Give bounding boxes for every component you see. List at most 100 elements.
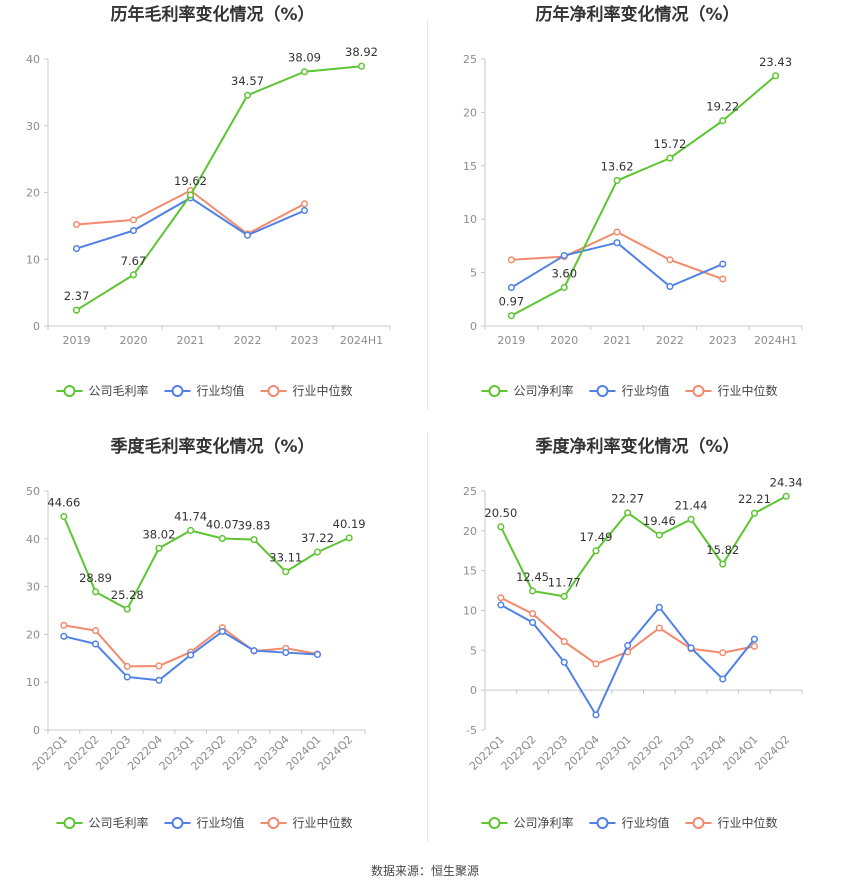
data-point-median (666, 256, 674, 264)
y-tick-label: 5 (470, 267, 477, 280)
data-point-median (60, 621, 68, 629)
series-line-avg (76, 196, 305, 250)
data-point-avg (687, 644, 695, 652)
chart-svg: 季度毛利率变化情况（%）010203040502022Q12022Q22022Q… (26, 436, 366, 830)
data-point-avg (313, 650, 322, 659)
legend-label: 行业中位数 (293, 383, 353, 398)
data-point-avg (250, 647, 258, 655)
data-point-avg (300, 206, 309, 215)
data-label: 23.43 (759, 55, 792, 69)
data-point-avg (60, 632, 68, 640)
data-point-avg (719, 675, 727, 683)
legend-swatch-marker (171, 385, 184, 397)
y-tick-label: 50 (26, 485, 40, 498)
y-tick-label: -5 (466, 724, 477, 737)
data-label: 34.57 (231, 74, 264, 88)
data-label: 38.02 (142, 527, 175, 541)
source-note: 数据来源：恒生聚源 (370, 864, 479, 878)
y-tick-label: 10 (26, 253, 40, 266)
y-tick-label: 15 (463, 565, 477, 578)
x-tick-label: 2023 (291, 334, 319, 347)
data-point-median (592, 660, 600, 668)
data-point-company (560, 592, 568, 600)
data-point-company (529, 587, 537, 595)
x-tick-label: 2021 (177, 334, 205, 347)
data-point-avg (123, 673, 131, 681)
y-tick-label: 0 (470, 684, 477, 697)
data-point-company (243, 91, 252, 99)
data-point-avg (529, 618, 537, 627)
series-line-avg (500, 604, 756, 718)
legend-swatch-marker (267, 385, 280, 397)
data-point-median (129, 216, 138, 224)
chart-svg: 季度净利率变化情况（%）-505101520252022Q12022Q22022… (463, 436, 803, 830)
data-point-avg (560, 251, 568, 260)
data-point-median (719, 275, 727, 283)
x-tick-label: 2019 (63, 334, 91, 347)
data-point-company (300, 68, 309, 76)
data-label: 13.62 (601, 160, 634, 174)
x-tick-label: 2023 (709, 334, 737, 347)
y-tick-label: 0 (470, 320, 477, 333)
data-point-median (300, 200, 309, 208)
data-label: 20.50 (484, 506, 517, 520)
legend-label: 行业中位数 (718, 815, 778, 830)
data-point-avg (72, 245, 81, 253)
data-point-company (750, 509, 759, 517)
data-label: 28.89 (79, 571, 112, 585)
series-line-company (510, 75, 777, 317)
y-tick-label: 0 (33, 724, 40, 737)
data-point-avg (655, 603, 663, 611)
y-tick-label: 30 (26, 120, 40, 133)
legend-swatch-marker (63, 817, 76, 829)
legend-swatch-marker (488, 817, 501, 829)
data-point-avg (624, 642, 632, 650)
data-label: 2.37 (64, 289, 90, 303)
y-tick-label: 10 (26, 676, 40, 689)
legend-label: 行业中位数 (718, 383, 778, 398)
x-tick-label: 2024Q2 (752, 733, 792, 773)
data-point-company (497, 523, 505, 531)
y-tick-label: 0 (33, 320, 40, 333)
chart-group: 季度毛利率变化情况（%）010203040502022Q12022Q22022Q… (26, 436, 366, 830)
data-point-avg (497, 601, 505, 609)
data-point-median (613, 228, 621, 236)
data-point-avg (187, 651, 195, 659)
data-label: 40.07 (206, 517, 239, 531)
x-tick-label: 2019 (497, 334, 525, 347)
legend-swatch-marker (267, 817, 280, 829)
divider (427, 20, 428, 410)
chart-svg: 历年毛利率变化情况（%） 0 10 20 30 40 2019 2020 2021 2022 202… (26, 4, 391, 398)
legend-swatch-marker (596, 385, 609, 397)
data-label: 44.66 (47, 496, 80, 510)
data-point-company (187, 526, 195, 535)
data-point-company (123, 605, 131, 613)
data-point-median (155, 662, 163, 670)
series-line-company (499, 495, 787, 598)
data-point-company (655, 531, 663, 539)
data-point-company (60, 512, 68, 521)
y-tick-label: 40 (26, 533, 40, 546)
data-label: 22.27 (611, 492, 644, 506)
y-tick-label: 20 (463, 525, 477, 538)
data-label: 17.49 (579, 530, 612, 544)
data-point-avg (719, 260, 727, 268)
chart-title: 季度毛利率变化情况（%） (110, 436, 314, 457)
legend-label: 行业中位数 (293, 815, 353, 830)
legend-swatch-marker (692, 817, 705, 829)
data-label: 24.34 (770, 475, 803, 489)
series-line-company (62, 516, 350, 611)
legend-label: 行业均值 (622, 383, 670, 398)
legend-swatch-marker (63, 385, 76, 397)
chart-group: 季度净利率变化情况（%）-505101520252022Q12022Q22022… (463, 436, 803, 830)
data-point-avg (613, 239, 621, 247)
data-label: 15.72 (653, 137, 686, 151)
data-point-company (186, 191, 195, 199)
y-tick-label: 40 (26, 53, 40, 66)
data-point-company (313, 548, 322, 556)
data-point-avg (560, 658, 568, 666)
data-label: 11.77 (548, 575, 581, 589)
series-line-company (75, 65, 362, 312)
data-label: 12.45 (516, 570, 549, 584)
y-tick-label: 20 (463, 106, 477, 119)
